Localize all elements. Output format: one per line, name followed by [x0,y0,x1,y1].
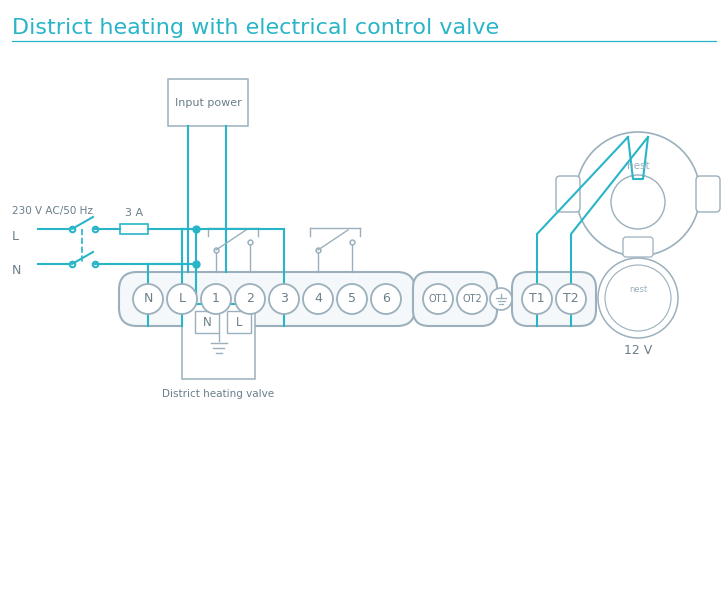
Text: nest: nest [629,286,647,295]
Text: T1: T1 [529,292,545,305]
Text: 230 V AC/50 Hz: 230 V AC/50 Hz [12,206,93,216]
Text: 5: 5 [348,292,356,305]
Circle shape [490,288,512,310]
FancyBboxPatch shape [195,311,219,333]
Circle shape [598,258,678,338]
Circle shape [201,284,231,314]
FancyBboxPatch shape [168,79,248,126]
Text: 2: 2 [246,292,254,305]
Text: District heating valve: District heating valve [162,389,274,399]
Text: N: N [12,264,21,277]
Text: 3 A: 3 A [125,208,143,218]
Circle shape [303,284,333,314]
Text: Input power: Input power [175,97,242,108]
FancyBboxPatch shape [119,272,415,326]
Circle shape [133,284,163,314]
Text: L: L [178,292,186,305]
Text: 3: 3 [280,292,288,305]
FancyBboxPatch shape [120,224,148,234]
Circle shape [522,284,552,314]
FancyBboxPatch shape [623,237,653,257]
Circle shape [371,284,401,314]
Text: 6: 6 [382,292,390,305]
FancyBboxPatch shape [182,304,255,379]
Text: 4: 4 [314,292,322,305]
Text: 12 V: 12 V [624,343,652,356]
Text: T2: T2 [563,292,579,305]
Text: nest: nest [627,161,649,171]
Circle shape [235,284,265,314]
FancyBboxPatch shape [512,272,596,326]
Circle shape [605,265,671,331]
Text: OT2: OT2 [462,294,482,304]
Circle shape [423,284,453,314]
Text: 1: 1 [212,292,220,305]
Circle shape [611,175,665,229]
Circle shape [269,284,299,314]
FancyBboxPatch shape [413,272,497,326]
Circle shape [556,284,586,314]
Text: L: L [236,315,242,328]
Circle shape [337,284,367,314]
FancyBboxPatch shape [556,176,580,212]
Circle shape [576,132,700,256]
Text: L: L [12,229,19,242]
Text: N: N [202,315,211,328]
FancyBboxPatch shape [696,176,720,212]
Text: OT1: OT1 [428,294,448,304]
Text: N: N [143,292,153,305]
Circle shape [457,284,487,314]
Circle shape [167,284,197,314]
Text: District heating with electrical control valve: District heating with electrical control… [12,18,499,38]
FancyBboxPatch shape [227,311,251,333]
